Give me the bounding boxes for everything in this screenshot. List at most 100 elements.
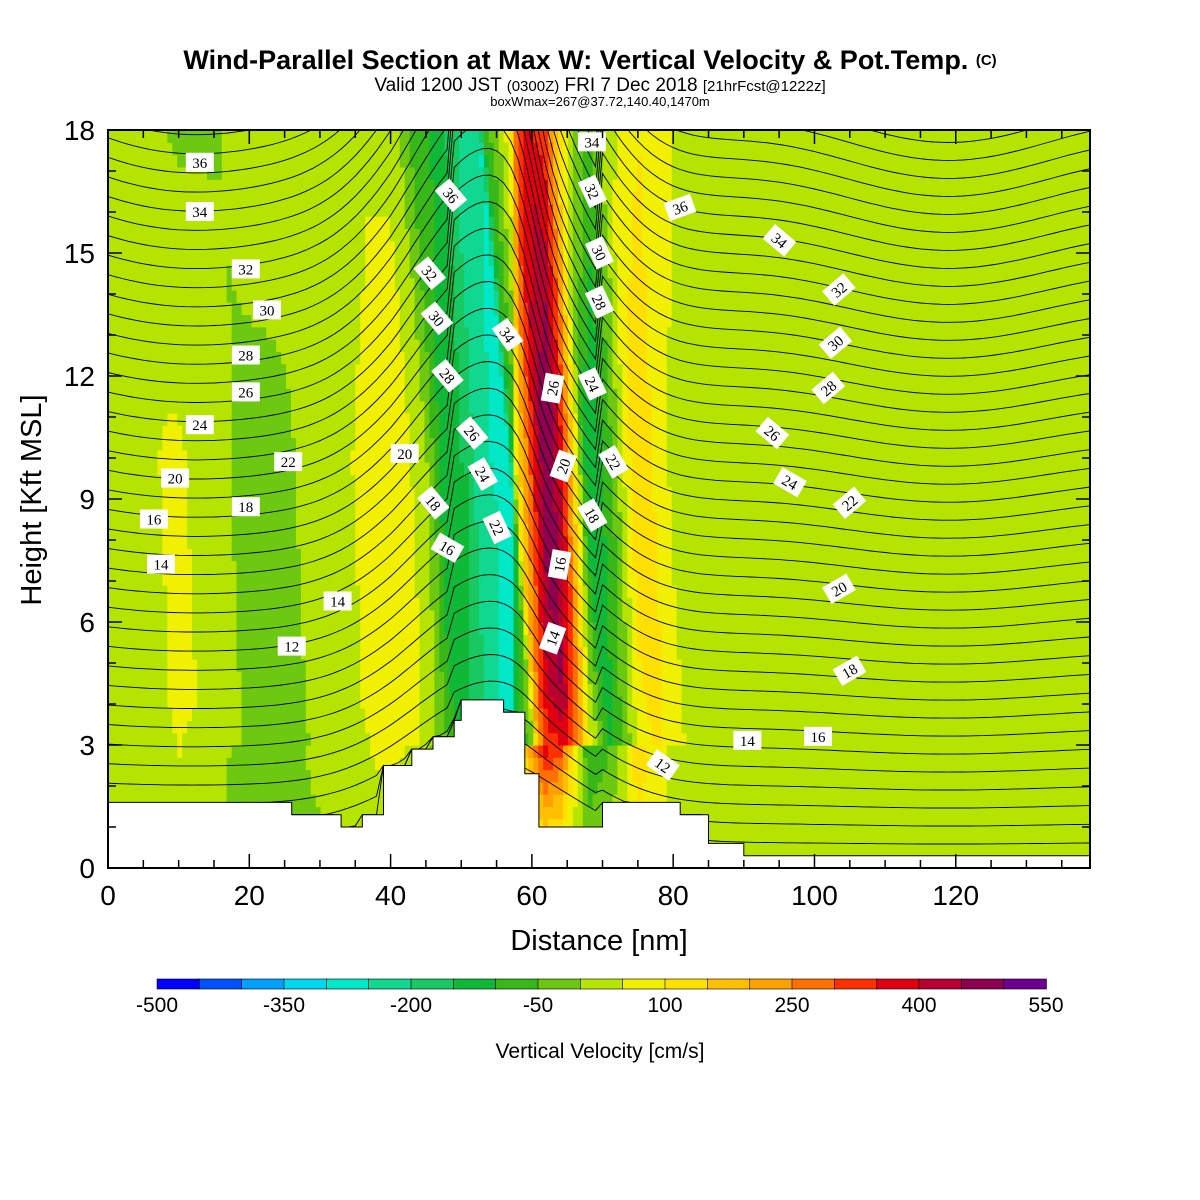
field-cell <box>483 412 490 426</box>
field-cell <box>404 363 411 377</box>
field-cell <box>483 523 490 537</box>
field-cell <box>221 622 228 635</box>
field-cell <box>375 240 381 254</box>
field-cell <box>157 425 163 439</box>
field-cell <box>508 646 515 660</box>
field-cell <box>464 634 470 648</box>
field-cell <box>290 265 297 279</box>
field-cell <box>117 265 124 279</box>
field-cell <box>221 437 228 451</box>
field-cell <box>162 449 168 463</box>
field-cell <box>419 523 426 537</box>
field-cell <box>389 732 396 746</box>
field-cell <box>444 572 450 586</box>
field-cell <box>266 363 272 377</box>
field-cell <box>226 289 233 303</box>
field-cell <box>483 228 490 242</box>
field-cell <box>488 166 495 180</box>
field-cell <box>340 781 346 795</box>
field-cell <box>503 228 510 242</box>
field-cell <box>187 265 193 279</box>
field-cell <box>147 585 154 598</box>
field-cell <box>117 794 124 808</box>
field-cell <box>192 511 198 525</box>
field-cell <box>404 474 411 488</box>
field-cell <box>122 462 129 475</box>
field-cell <box>117 511 124 525</box>
field-cell <box>409 351 416 365</box>
field-cell <box>498 351 505 365</box>
field-cell <box>370 535 376 549</box>
field-cell <box>429 548 435 562</box>
field-cell <box>281 486 287 500</box>
field-cell <box>513 314 520 328</box>
field-cell <box>286 572 292 586</box>
field-cell <box>399 695 406 709</box>
field-cell <box>266 671 272 685</box>
field-cell <box>112 499 119 512</box>
field-cell <box>340 646 346 660</box>
field-cell <box>379 658 386 672</box>
field-cell <box>157 130 163 143</box>
field-cell <box>310 720 317 734</box>
field-cell <box>295 289 302 303</box>
field-cell <box>414 560 421 574</box>
field-cell <box>394 166 401 180</box>
field-cell <box>137 794 144 808</box>
field-cell <box>508 277 515 291</box>
field-cell <box>108 326 114 340</box>
field-cell <box>152 400 159 414</box>
field-cell <box>226 437 233 451</box>
field-cell <box>211 511 218 525</box>
field-cell <box>117 326 124 340</box>
field-cell <box>112 634 119 648</box>
field-cell <box>513 449 520 463</box>
field-cell <box>454 253 460 266</box>
field-cell <box>513 535 520 549</box>
field-cell <box>335 130 342 143</box>
field-cell <box>117 462 124 475</box>
field-cell <box>122 658 129 672</box>
field-cell <box>286 339 292 352</box>
field-cell <box>384 658 391 672</box>
field-cell <box>290 511 297 525</box>
field-cell <box>310 277 317 291</box>
field-cell <box>335 376 342 389</box>
field-cell <box>439 622 445 635</box>
field-cell <box>478 671 485 685</box>
field-cell <box>127 511 134 525</box>
field-cell <box>211 548 218 562</box>
field-cell <box>310 732 317 746</box>
field-cell <box>211 179 218 193</box>
field-cell <box>117 597 124 611</box>
field-cell <box>241 757 248 771</box>
field-cell <box>226 388 233 402</box>
field-cell <box>473 130 480 143</box>
field-cell <box>231 142 238 156</box>
field-cell <box>300 658 307 672</box>
field-cell <box>345 572 351 586</box>
field-cell <box>127 154 134 168</box>
field-cell <box>493 449 500 463</box>
field-cell <box>226 695 233 709</box>
field-cell <box>142 179 149 193</box>
field-cell <box>281 474 287 488</box>
field-cell <box>508 363 515 377</box>
field-cell <box>266 634 272 648</box>
field-cell <box>137 376 144 389</box>
field-cell <box>127 400 134 414</box>
field-cell <box>241 511 248 525</box>
field-cell <box>404 646 411 660</box>
field-cell <box>429 572 435 586</box>
field-cell <box>384 326 391 340</box>
field-cell <box>493 228 500 242</box>
field-cell <box>483 548 490 562</box>
field-cell <box>295 622 302 635</box>
field-cell <box>459 671 465 685</box>
field-cell <box>295 769 302 783</box>
field-cell <box>469 191 475 205</box>
field-cell <box>404 314 411 328</box>
field-cell <box>236 560 243 574</box>
field-cell <box>439 400 445 414</box>
field-cell <box>197 794 203 808</box>
